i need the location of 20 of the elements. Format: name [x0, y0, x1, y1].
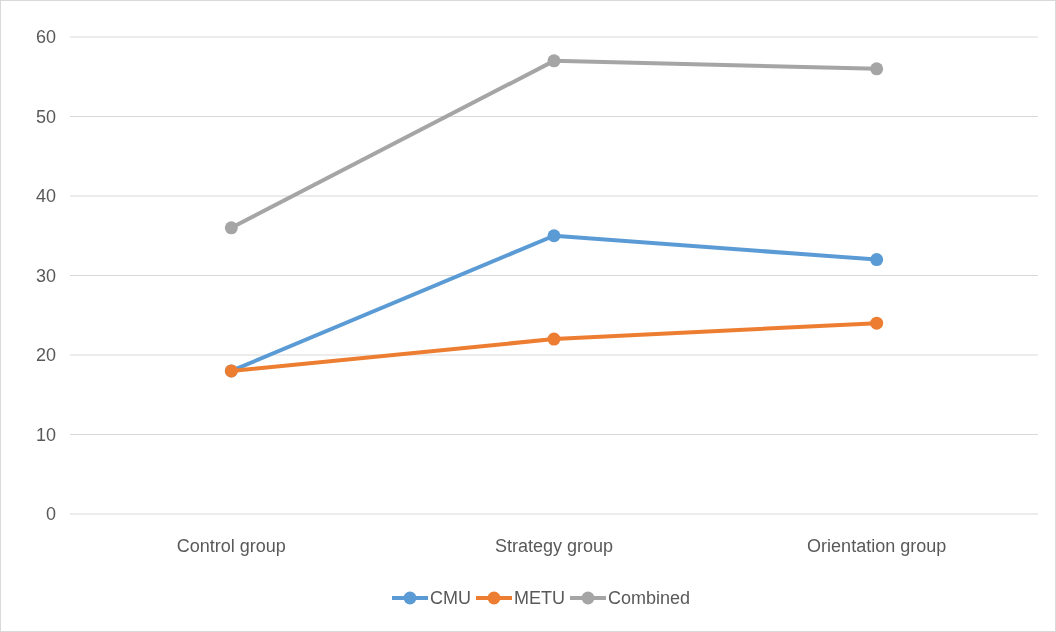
point [547, 332, 561, 346]
y-tick-label: 60 [35, 27, 56, 48]
y-tick-label: 40 [35, 186, 56, 207]
y-tick-label: 30 [35, 265, 56, 286]
x-tick-label: Orientation group [807, 536, 947, 556]
legend-label: Combined [608, 588, 691, 609]
point [870, 62, 884, 76]
point [547, 54, 561, 68]
point [870, 316, 884, 330]
legend-label: CMU [430, 588, 471, 609]
point [224, 221, 238, 235]
legend-label: METU [514, 588, 565, 609]
y-tick-label: 0 [45, 504, 56, 525]
point [870, 253, 884, 267]
x-tick-label: Control group [176, 536, 286, 556]
x-tick-label: Strategy group [494, 536, 614, 556]
y-tick-label: 50 [35, 106, 56, 127]
y-tick-label: 10 [35, 424, 56, 445]
y-tick-label: 20 [35, 345, 56, 366]
point [547, 229, 561, 243]
